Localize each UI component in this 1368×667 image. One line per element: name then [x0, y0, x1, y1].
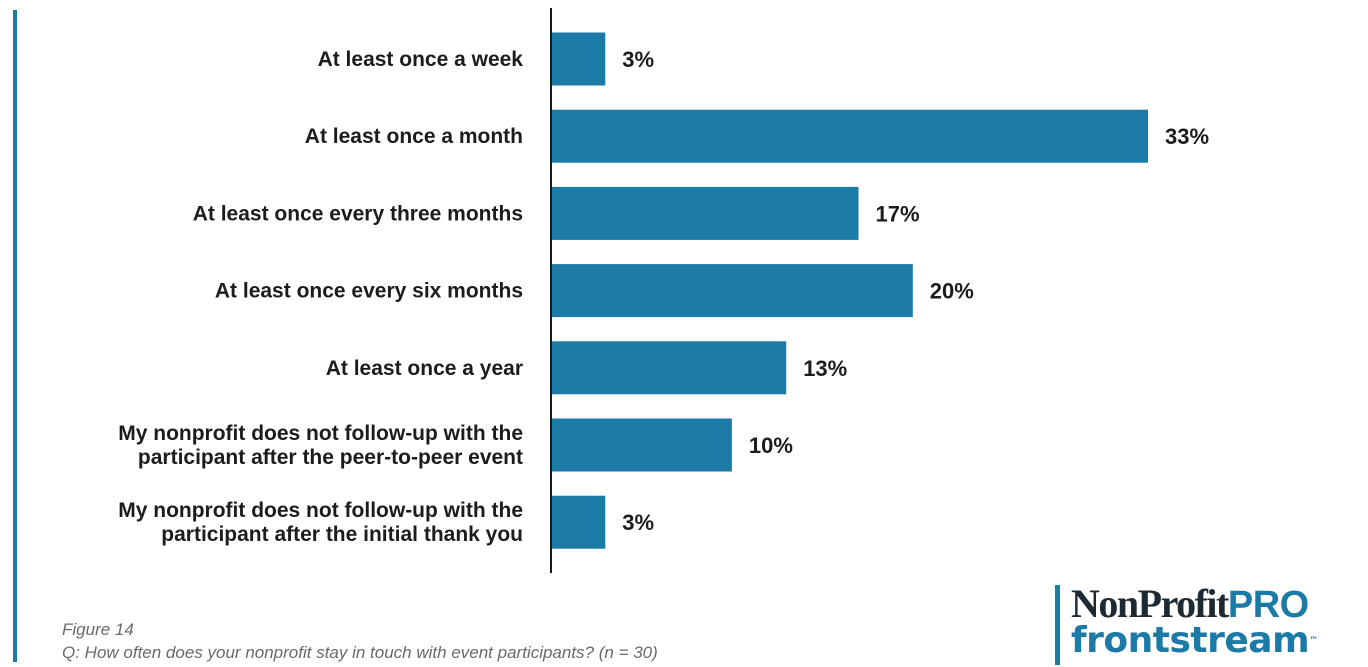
- bar-4: [551, 264, 913, 318]
- bar-7: [551, 495, 606, 549]
- figure-number: Figure 14: [62, 620, 134, 639]
- bar-6: [551, 418, 732, 472]
- bar-3: [551, 186, 859, 240]
- category-label-1: At least once a week: [318, 48, 524, 71]
- logo-pro-text: PRO: [1227, 584, 1309, 626]
- bar-5: [551, 341, 787, 395]
- value-label-3: 17%: [876, 201, 920, 226]
- category-label-7-line-1: My nonprofit does not follow-up with the: [118, 499, 523, 522]
- value-label-4: 20%: [930, 279, 974, 304]
- left-accent-rule: [13, 10, 17, 662]
- logo-nonprofit-text: NonProfit: [1071, 581, 1229, 626]
- category-label-5: At least once a year: [326, 357, 523, 380]
- logo-frontstream-text: frontstream: [1071, 620, 1310, 661]
- bars-layer: [551, 32, 1148, 549]
- category-label-2: At least once a month: [305, 125, 523, 148]
- category-labels-layer: At least once a week At least once a mont…: [118, 48, 523, 546]
- nonprofit-pro-frontstream-logo: NonProfitPRO frontstream™: [1055, 583, 1365, 667]
- bar-1: [551, 32, 606, 86]
- value-label-2: 33%: [1165, 124, 1209, 149]
- value-label-1: 3%: [622, 47, 654, 72]
- logo-trademark: ™: [1309, 636, 1319, 646]
- logo-frontstream: frontstream™: [1071, 619, 1318, 663]
- category-label-6-line-1: My nonprofit does not follow-up with the: [118, 422, 523, 445]
- horizontal-bar-chart: At least once a week At least once a mont…: [118, 8, 1209, 573]
- category-label-6-line-2: participant after the peer-to-peer event: [138, 446, 523, 469]
- logo-nonprofit-pro: NonProfitPRO: [1071, 581, 1309, 627]
- value-label-5: 13%: [803, 356, 847, 381]
- value-label-7: 3%: [622, 510, 654, 535]
- bar-2: [551, 109, 1148, 163]
- value-labels-layer: 3% 33% 17% 20% 13% 10% 3%: [622, 47, 1209, 535]
- category-label-3: At least once every three months: [193, 202, 523, 225]
- survey-question: Q: How often does your nonprofit stay in…: [62, 643, 658, 662]
- category-label-4: At least once every six months: [215, 280, 523, 303]
- value-label-6: 10%: [749, 433, 793, 458]
- category-label-7-line-2: participant after the initial thank you: [161, 523, 523, 546]
- logo-accent-bar: [1055, 585, 1060, 665]
